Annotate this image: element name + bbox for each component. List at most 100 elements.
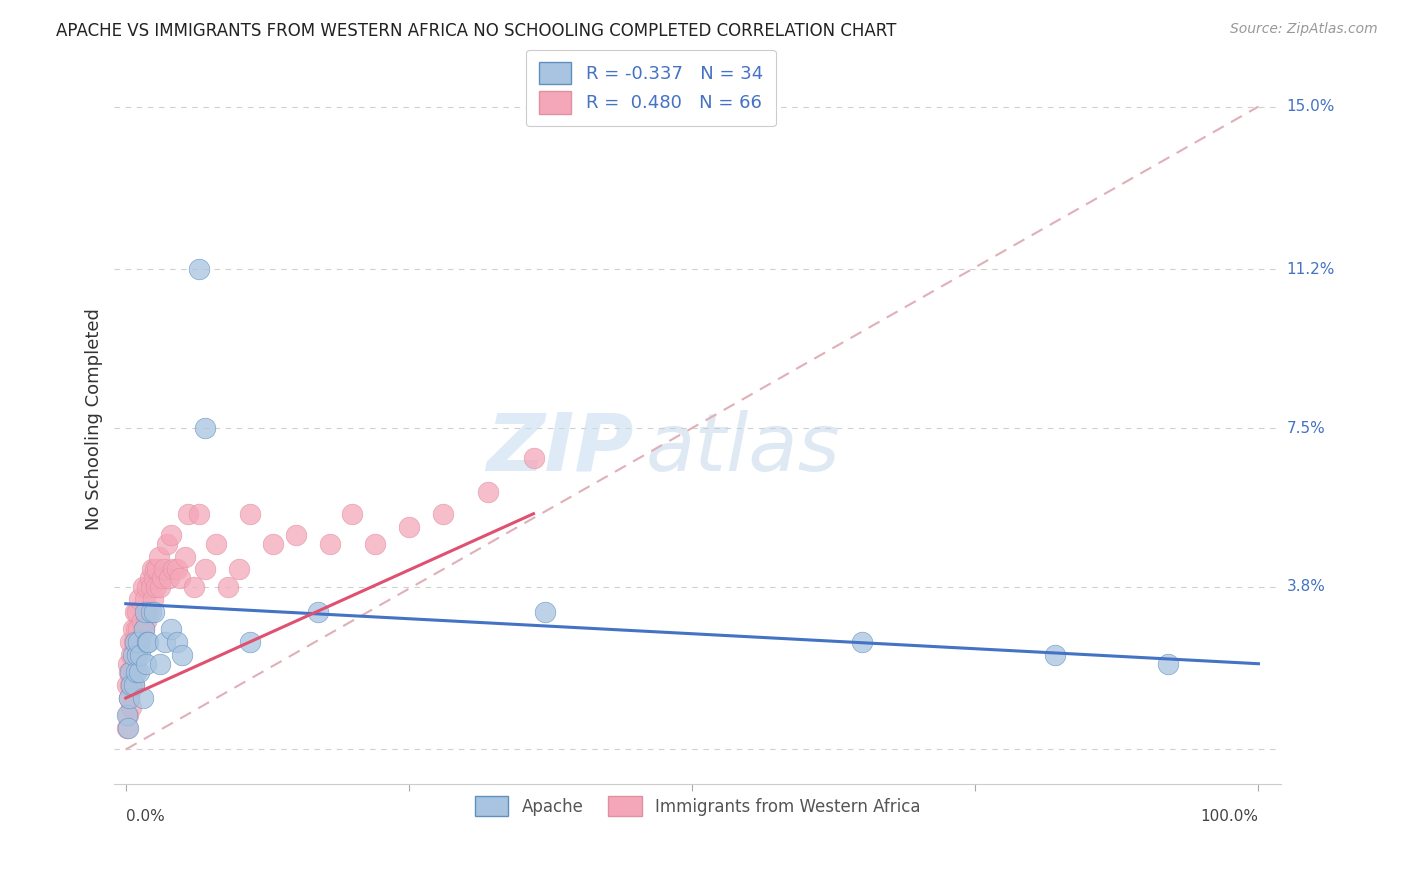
Point: [143, 571, 166, 585]
Point: [118, 691, 141, 706]
Point: [522, 450, 544, 465]
Point: [307, 605, 329, 619]
Point: [139, 605, 162, 619]
Point: [121, 623, 143, 637]
Point: [128, 665, 150, 680]
Point: [124, 657, 146, 671]
Point: [131, 614, 153, 628]
Point: [169, 571, 191, 585]
Point: [194, 562, 217, 576]
Point: [150, 571, 173, 585]
Point: [129, 648, 152, 662]
Point: [138, 571, 160, 585]
Point: [132, 623, 155, 637]
Point: [153, 562, 176, 576]
Point: [183, 580, 205, 594]
Point: [135, 657, 157, 671]
Point: [155, 537, 177, 551]
Point: [134, 605, 156, 619]
Point: [146, 562, 169, 576]
Point: [155, 635, 177, 649]
Text: Source: ZipAtlas.com: Source: ZipAtlas.com: [1230, 22, 1378, 37]
Text: ZIP: ZIP: [486, 409, 634, 488]
Point: [127, 623, 149, 637]
Point: [262, 537, 284, 551]
Point: [398, 519, 420, 533]
Point: [141, 562, 163, 576]
Point: [125, 605, 148, 619]
Point: [125, 648, 148, 662]
Y-axis label: No Schooling Completed: No Schooling Completed: [86, 309, 103, 531]
Point: [120, 635, 142, 649]
Point: [239, 507, 262, 521]
Point: [128, 592, 150, 607]
Point: [135, 614, 157, 628]
Point: [118, 691, 141, 706]
Point: [117, 708, 139, 723]
Point: [125, 623, 148, 637]
Point: [432, 507, 454, 521]
Point: [173, 549, 195, 564]
Point: [194, 421, 217, 435]
Text: 0.0%: 0.0%: [125, 809, 165, 824]
Point: [120, 678, 142, 692]
Point: [205, 537, 228, 551]
Point: [125, 648, 148, 662]
Point: [115, 721, 138, 735]
Point: [121, 648, 143, 662]
Point: [149, 657, 172, 671]
Text: 7.5%: 7.5%: [1286, 420, 1326, 435]
Text: 11.2%: 11.2%: [1286, 262, 1336, 277]
Point: [125, 635, 148, 649]
Point: [136, 635, 159, 649]
Point: [115, 678, 138, 692]
Point: [166, 562, 188, 576]
Point: [115, 708, 138, 723]
Point: [132, 623, 155, 637]
Point: [1043, 648, 1066, 662]
Point: [217, 580, 239, 594]
Text: APACHE VS IMMIGRANTS FROM WESTERN AFRICA NO SCHOOLING COMPLETED CORRELATION CHAR: APACHE VS IMMIGRANTS FROM WESTERN AFRICA…: [56, 22, 897, 40]
Point: [162, 562, 184, 576]
Point: [129, 635, 152, 649]
Text: 100.0%: 100.0%: [1201, 809, 1258, 824]
Point: [157, 571, 180, 585]
Point: [122, 678, 145, 692]
Legend: Apache, Immigrants from Western Africa: Apache, Immigrants from Western Africa: [465, 786, 931, 826]
Point: [228, 562, 250, 576]
Point: [136, 580, 159, 594]
Point: [138, 635, 160, 649]
Point: [120, 678, 142, 692]
Point: [124, 605, 146, 619]
Point: [143, 605, 166, 619]
Text: 15.0%: 15.0%: [1286, 99, 1336, 114]
Point: [364, 537, 387, 551]
Point: [132, 580, 155, 594]
Point: [318, 537, 340, 551]
Point: [188, 262, 211, 277]
Point: [177, 507, 200, 521]
Point: [120, 648, 142, 662]
Point: [124, 635, 146, 649]
Point: [117, 657, 139, 671]
Point: [145, 580, 167, 594]
Point: [121, 665, 143, 680]
Point: [149, 580, 172, 594]
Point: [134, 592, 156, 607]
Point: [127, 635, 149, 649]
Point: [534, 605, 557, 619]
Point: [132, 691, 155, 706]
Point: [166, 635, 188, 649]
Point: [160, 528, 183, 542]
Point: [239, 635, 262, 649]
Point: [143, 562, 166, 576]
Point: [284, 528, 307, 542]
Point: [122, 635, 145, 649]
Point: [120, 699, 142, 714]
Point: [477, 485, 499, 500]
Point: [160, 623, 183, 637]
Point: [148, 549, 170, 564]
Text: 3.8%: 3.8%: [1286, 579, 1326, 594]
Point: [342, 507, 364, 521]
Point: [117, 721, 139, 735]
